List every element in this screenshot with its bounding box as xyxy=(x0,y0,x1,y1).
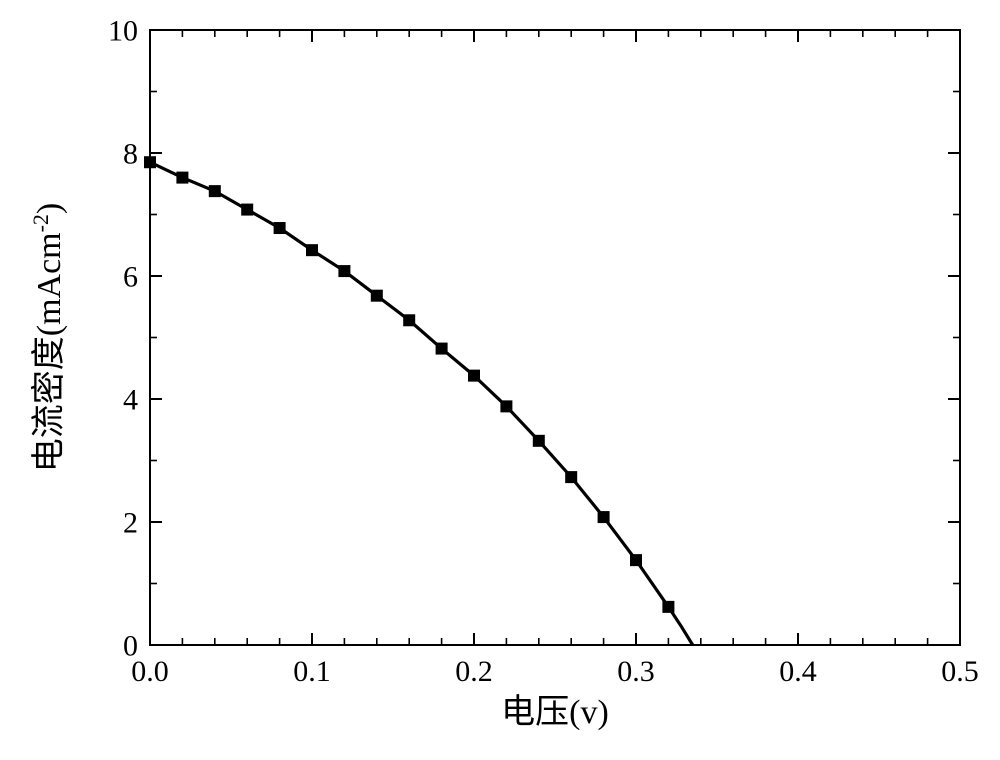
x-tick-label: 0.5 xyxy=(941,655,979,688)
y-tick-label: 10 xyxy=(108,15,138,48)
data-marker xyxy=(469,370,480,381)
data-marker xyxy=(371,290,382,301)
data-marker xyxy=(177,172,188,183)
data-marker xyxy=(307,245,318,256)
data-marker xyxy=(436,343,447,354)
data-marker xyxy=(501,401,512,412)
data-marker xyxy=(274,223,285,234)
data-marker xyxy=(533,435,544,446)
data-marker xyxy=(339,266,350,277)
data-marker xyxy=(404,315,415,326)
data-marker xyxy=(209,186,220,197)
plot-frame xyxy=(150,30,960,645)
x-tick-label: 0.4 xyxy=(779,655,817,688)
data-marker xyxy=(145,157,156,168)
data-marker xyxy=(566,472,577,483)
data-marker xyxy=(598,512,609,523)
y-tick-label: 4 xyxy=(123,384,138,417)
data-marker xyxy=(663,601,674,612)
y-tick-label: 8 xyxy=(123,138,138,171)
y-axis-title: 电流密度(mAcm-2) xyxy=(28,203,69,473)
chart-svg: 0.00.10.20.30.40.50246810电压(v)电流密度(mAcm-… xyxy=(0,0,1000,760)
y-tick-label: 0 xyxy=(123,630,138,663)
data-marker xyxy=(631,555,642,566)
y-tick-label: 6 xyxy=(123,261,138,294)
x-tick-label: 0.3 xyxy=(617,655,655,688)
x-axis-title: 电压(v) xyxy=(501,693,609,731)
x-tick-label: 0.2 xyxy=(455,655,493,688)
iv-curve-line xyxy=(150,162,693,645)
jv-curve-chart: 0.00.10.20.30.40.50246810电压(v)电流密度(mAcm-… xyxy=(0,0,1000,760)
y-tick-label: 2 xyxy=(123,507,138,540)
x-tick-label: 0.1 xyxy=(293,655,331,688)
data-marker xyxy=(242,204,253,215)
